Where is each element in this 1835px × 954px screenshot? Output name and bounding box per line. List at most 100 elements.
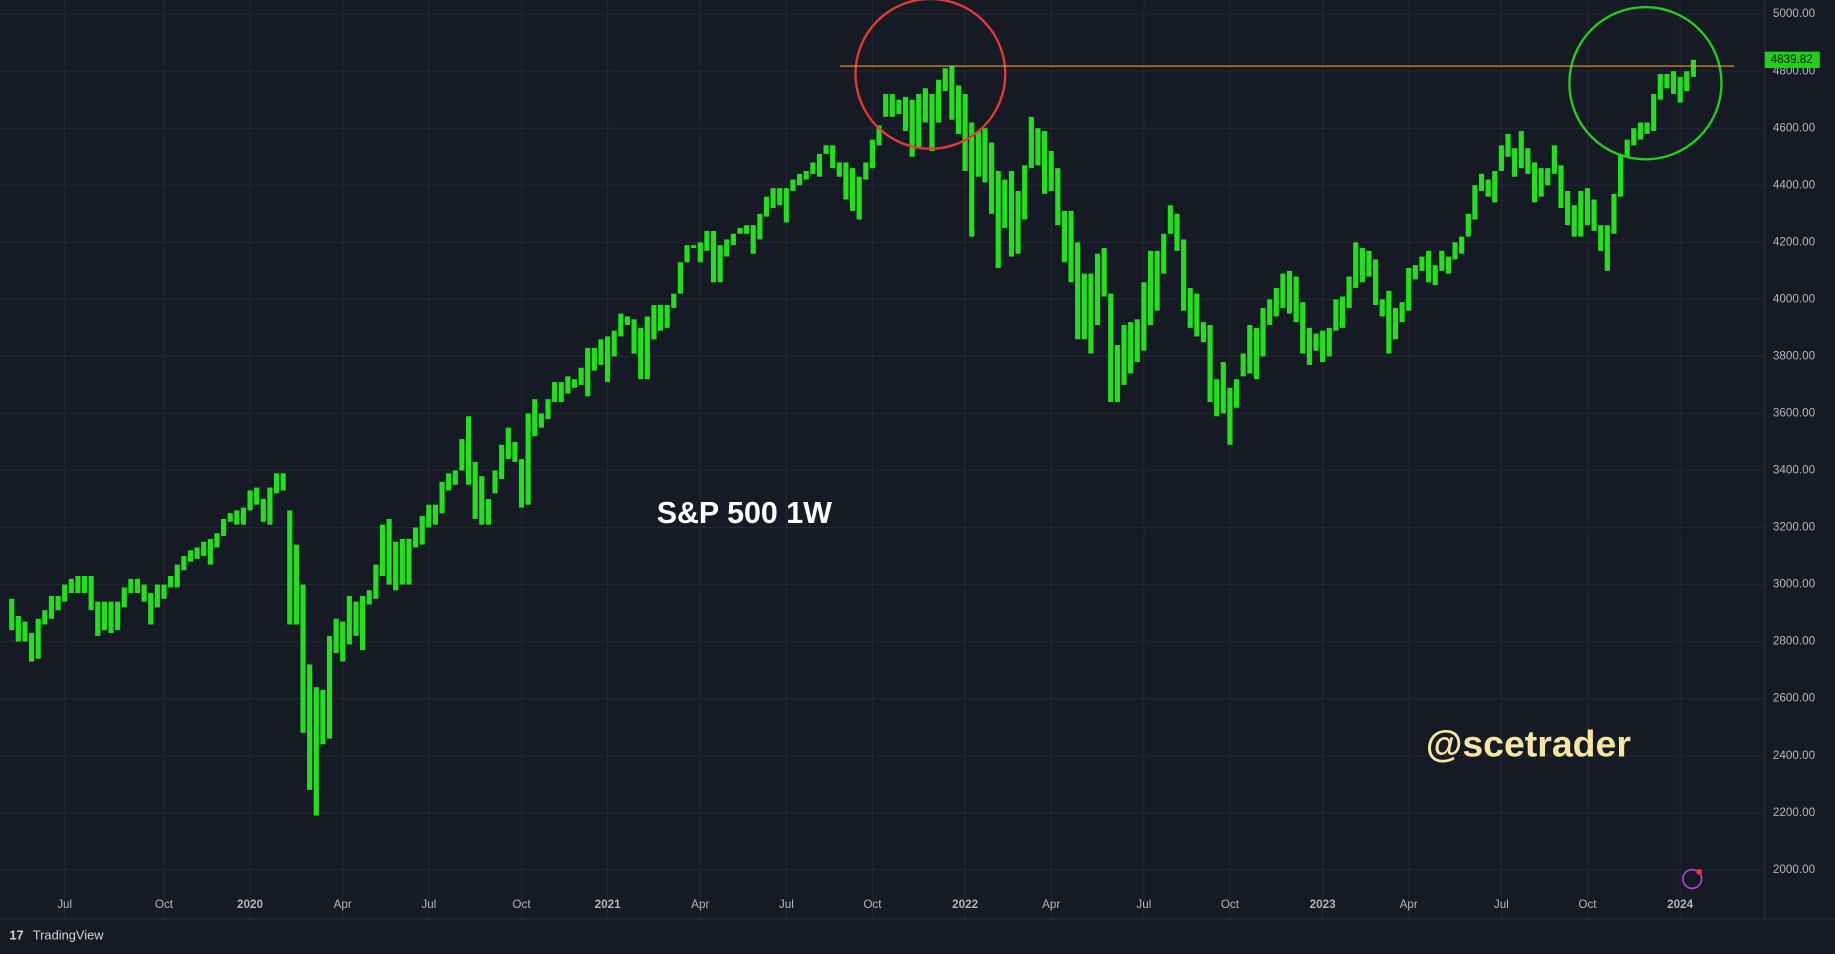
bar [816, 153, 823, 177]
bar [1161, 233, 1167, 274]
bar [1240, 353, 1246, 377]
bar [459, 439, 465, 471]
alert-icon[interactable] [1681, 868, 1703, 890]
bar [1121, 325, 1127, 385]
bar [1293, 276, 1299, 323]
watermark: @scetrader [1426, 723, 1631, 765]
bar [1651, 94, 1657, 132]
bar [631, 319, 637, 354]
bar [1233, 379, 1240, 408]
bar [1128, 322, 1134, 374]
x-tick-label: Apr [691, 898, 709, 911]
bar [1690, 59, 1696, 77]
bar [942, 68, 948, 92]
y-tick-label: 3400.00 [1773, 464, 1816, 477]
x-tick-label: Jul [779, 898, 794, 911]
bar [240, 507, 247, 525]
bar [161, 584, 167, 599]
bar [883, 94, 889, 117]
bar [254, 487, 260, 505]
bar [181, 556, 187, 571]
bar [419, 516, 425, 545]
bar [1220, 362, 1226, 414]
bar [1545, 168, 1551, 186]
bar [1174, 213, 1180, 251]
bar [1286, 270, 1293, 314]
highlight-circle [854, 0, 1007, 150]
bar [1075, 242, 1081, 340]
bar [1320, 330, 1326, 363]
bar [1525, 148, 1531, 174]
bar [373, 564, 379, 599]
bar [922, 88, 928, 123]
bar [1406, 267, 1412, 311]
x-tick-label: 2023 [1310, 898, 1337, 911]
x-tick-label: 2022 [952, 898, 979, 911]
bar [1373, 259, 1379, 306]
bar [591, 347, 597, 371]
bar [1531, 162, 1538, 203]
x-tick-label: Oct [1221, 898, 1240, 911]
bar [55, 595, 61, 611]
x-tick-label: Apr [1400, 898, 1418, 911]
x-tick-label: 2020 [237, 898, 264, 911]
bar [1637, 122, 1644, 140]
bar [1141, 282, 1147, 351]
bar [1472, 185, 1478, 220]
bar [1134, 319, 1140, 363]
bar [777, 188, 783, 206]
bar [366, 590, 372, 605]
bar [1578, 190, 1584, 237]
bar [326, 635, 333, 739]
bar [134, 578, 141, 594]
bar [1518, 131, 1524, 169]
x-tick-label: Oct [863, 898, 882, 911]
bar [1167, 205, 1173, 234]
bar [1399, 302, 1405, 323]
bar [565, 376, 571, 394]
brand: TradingView [33, 928, 104, 943]
bar [1359, 248, 1365, 283]
bar [273, 473, 280, 494]
y-tick-label: 4200.00 [1773, 235, 1816, 248]
bar [770, 188, 776, 209]
bar [989, 142, 995, 214]
bar [207, 538, 213, 565]
y-tick-label: 3200.00 [1773, 521, 1816, 534]
bar [585, 347, 591, 397]
bar [578, 367, 584, 385]
y-tick-label: 2000.00 [1773, 863, 1816, 876]
bar [1617, 153, 1624, 197]
bar [896, 99, 902, 114]
bar [849, 168, 856, 211]
bar [1147, 250, 1154, 326]
bar [730, 233, 736, 246]
bar [1181, 239, 1187, 311]
bar [664, 305, 670, 328]
bar [15, 615, 21, 642]
bar [88, 575, 94, 611]
bar [168, 575, 174, 588]
x-tick-label: Jul [57, 898, 72, 911]
y-tick-label: 3000.00 [1773, 578, 1816, 591]
bar [267, 487, 273, 525]
bar [744, 225, 750, 234]
bar [1061, 210, 1067, 263]
bar [1432, 265, 1438, 286]
last-price-label: 4839.82 [1771, 53, 1813, 66]
bar [1565, 190, 1571, 226]
bar [293, 544, 299, 625]
last-price-box [1764, 51, 1820, 69]
bar [353, 601, 359, 636]
bar [1677, 76, 1683, 103]
bar [115, 601, 121, 631]
bar [1280, 273, 1286, 308]
bar [1379, 299, 1385, 317]
bar [101, 601, 107, 631]
bar [174, 564, 180, 588]
bar [724, 239, 730, 257]
bar [1068, 210, 1074, 283]
chart-title: S&P 500 1W [657, 496, 833, 530]
bar [479, 476, 485, 525]
